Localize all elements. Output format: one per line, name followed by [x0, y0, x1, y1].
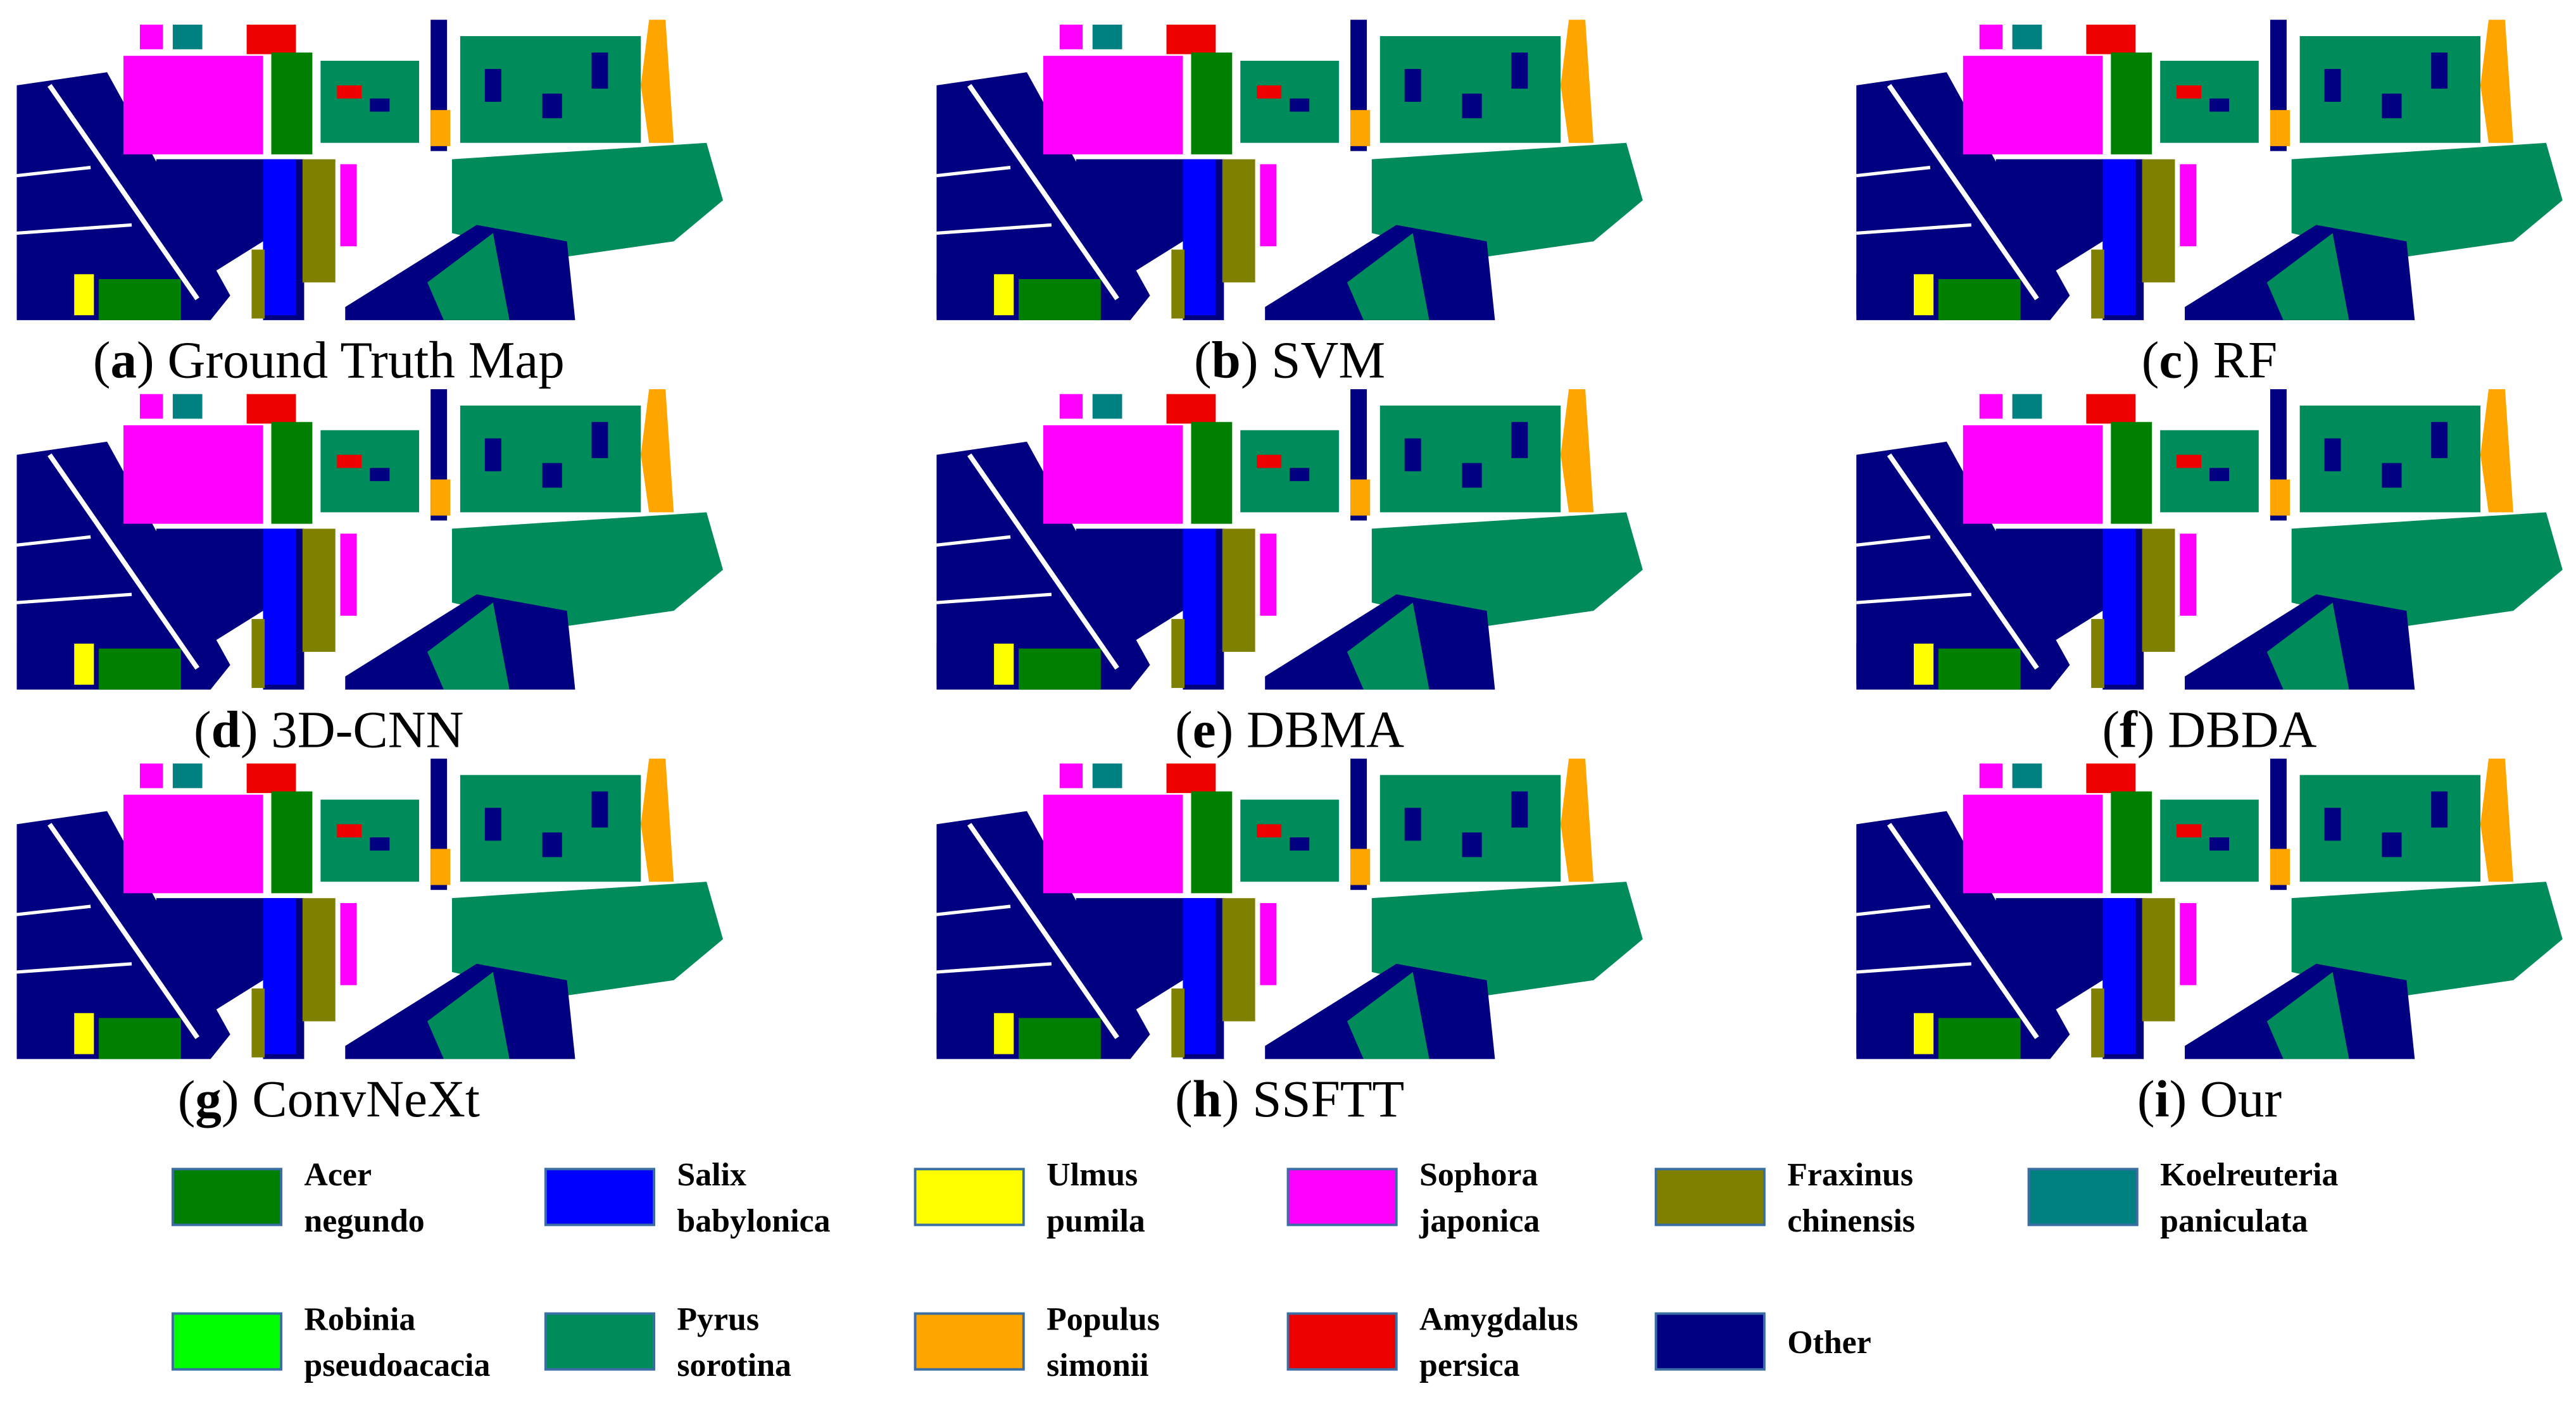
caption-part: e [1193, 700, 1216, 758]
legend-label: Salix [677, 1157, 746, 1193]
panel-caption: (g) ConvNeXt [178, 1070, 480, 1128]
caption-part: ( [194, 700, 211, 758]
legend-swatch [1286, 1312, 1398, 1371]
legend-label: pumila [1046, 1203, 1145, 1239]
caption-part: ( [2142, 331, 2159, 389]
caption-part: ) [1222, 1070, 1240, 1128]
caption-part: ) [1216, 700, 1234, 758]
legend-label: Fraxinus [1787, 1157, 1913, 1193]
legend-label: simonii [1046, 1347, 1148, 1383]
legend-swatch [1654, 1312, 1766, 1371]
caption-part: g [195, 1070, 222, 1128]
classification-map [936, 389, 1643, 690]
caption-part: i [2155, 1070, 2170, 1128]
legend-swatch [914, 1168, 1025, 1227]
legend-label: sorotina [677, 1347, 791, 1383]
caption-part: ( [1175, 1070, 1193, 1128]
legend-label: Ulmus [1046, 1157, 1138, 1193]
caption-part: SSFTT [1252, 1070, 1404, 1128]
caption-part: h [1193, 1070, 1222, 1128]
panel-caption: (c) RF [2142, 331, 2277, 389]
legend-label: Acer [304, 1157, 372, 1193]
panel-caption: (e) DBMA [1175, 700, 1404, 758]
caption-part: ConvNeXt [252, 1070, 480, 1128]
panel-caption: (b) SVM [1194, 331, 1385, 389]
caption-part: ) [2170, 1070, 2187, 1128]
legend-swatch [1286, 1168, 1398, 1227]
classification-map [1856, 389, 2563, 690]
legend-swatch [544, 1168, 655, 1227]
legend-label: babylonica [677, 1203, 830, 1239]
panel-caption: (a) Ground Truth Map [93, 331, 565, 389]
caption-part: ( [178, 1070, 196, 1128]
classification-map [1856, 20, 2563, 320]
caption-part: 3D-CNN [271, 700, 463, 758]
legend-label: negundo [304, 1203, 424, 1239]
legend-swatch [2027, 1168, 2139, 1227]
panel-caption: (f) DBDA [2102, 700, 2317, 758]
legend-label: Pyrus [677, 1301, 759, 1337]
caption-part: ) [1241, 331, 1259, 389]
caption-part: ) [222, 1070, 239, 1128]
caption-part: ) [2182, 331, 2200, 389]
legend-label: Amygdalus [1419, 1301, 1578, 1337]
caption-part: SVM [1271, 331, 1385, 389]
classification-map [936, 20, 1643, 320]
panel-caption: (i) Our [2137, 1070, 2282, 1128]
legend-swatch [1654, 1168, 1766, 1227]
caption-part: ) [137, 331, 154, 389]
legend-label: Robinia [304, 1301, 415, 1337]
legend-swatch [914, 1312, 1025, 1371]
caption-part: Our [2200, 1070, 2282, 1128]
classification-map [16, 20, 723, 320]
caption-part: ) [2137, 700, 2155, 758]
legend-label: japonica [1419, 1203, 1540, 1239]
caption-part: ( [93, 331, 111, 389]
legend-swatch [171, 1168, 283, 1227]
caption-part: RF [2213, 331, 2278, 389]
caption-part: Ground Truth Map [167, 331, 564, 389]
legend-label: Other [1787, 1325, 1871, 1361]
legend-swatch [171, 1312, 283, 1371]
caption-part: b [1212, 331, 1241, 389]
caption-part: ( [1175, 700, 1193, 758]
caption-part: a [111, 331, 137, 389]
legend-label: paniculata [2160, 1203, 2308, 1239]
legend-label: Sophora [1419, 1157, 1538, 1193]
caption-part: DBMA [1247, 700, 1404, 758]
panel-caption: (d) 3D-CNN [194, 700, 464, 758]
caption-part: DBDA [2168, 700, 2316, 758]
caption-part: f [2120, 700, 2138, 758]
caption-part: d [211, 700, 241, 758]
caption-part: ( [2137, 1070, 2155, 1128]
caption-part: ) [241, 700, 258, 758]
legend-swatch [544, 1312, 655, 1371]
caption-part: ( [1194, 331, 1212, 389]
classification-map [16, 389, 723, 690]
classification-map [936, 759, 1643, 1059]
classification-map [1856, 759, 2563, 1059]
legend-label: chinensis [1787, 1203, 1915, 1239]
caption-part: ( [2102, 700, 2120, 758]
legend-label: Koelreuteria [2160, 1157, 2338, 1193]
classification-map [16, 759, 723, 1059]
caption-part: c [2159, 331, 2182, 389]
panel-caption: (h) SSFTT [1175, 1070, 1404, 1128]
legend-label: persica [1419, 1347, 1520, 1383]
legend-label: Populus [1046, 1301, 1160, 1337]
legend-label: pseudoacacia [304, 1347, 490, 1383]
